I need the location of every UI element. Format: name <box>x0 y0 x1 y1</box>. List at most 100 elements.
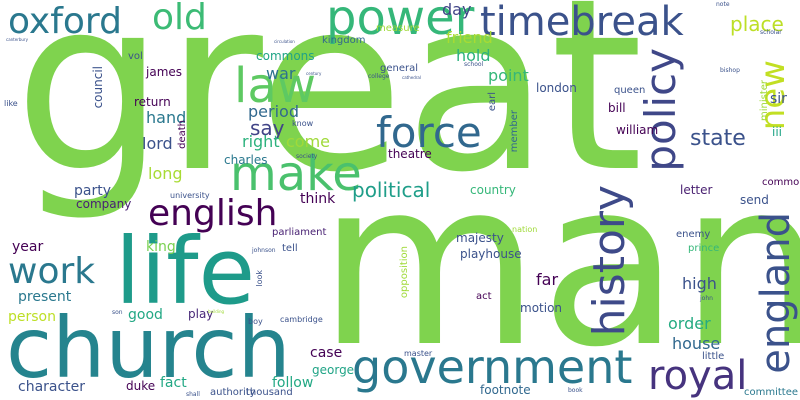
word-playhouse: playhouse <box>460 247 522 261</box>
word-sir: sir <box>770 91 787 107</box>
word-england: england <box>753 212 799 374</box>
word-hold: hold <box>456 46 491 65</box>
word-party: party <box>74 183 111 199</box>
word-little: little <box>702 351 725 362</box>
word-year: year <box>12 239 44 255</box>
word-act: act <box>476 291 492 302</box>
word-place: place <box>730 12 784 36</box>
word-person: person <box>8 309 56 325</box>
word-far: far <box>536 270 559 289</box>
word-king: king <box>146 239 176 255</box>
word-cambridge: cambridge <box>280 315 323 324</box>
word-law: law <box>234 58 317 114</box>
word-friend: friend <box>446 28 493 47</box>
word-nation: nation <box>512 225 538 234</box>
word-death: death <box>177 120 188 149</box>
word-theatre: theatre <box>388 147 432 161</box>
word-hand: hand <box>146 108 187 127</box>
word-scholar: scholar <box>760 29 782 36</box>
word-political: political <box>352 178 431 202</box>
word-great: great <box>14 0 644 225</box>
word-like: like <box>4 99 18 108</box>
word-history: history <box>584 185 635 337</box>
word-day: day <box>442 0 472 19</box>
word-circulation: circulation <box>274 39 295 44</box>
word-timebreak: timebreak <box>480 0 684 45</box>
word-bishop: bishop <box>720 67 740 74</box>
word-george: george <box>312 363 355 377</box>
word-century: century <box>306 71 322 76</box>
word-london: london <box>536 81 577 95</box>
word-state: state <box>690 126 746 151</box>
word-period: period <box>248 102 299 121</box>
word-man: man <box>318 131 800 397</box>
word-vol: vol <box>128 51 143 62</box>
word-son: son <box>112 309 123 316</box>
word-present: present <box>18 289 72 305</box>
word-company: company <box>76 197 132 211</box>
word-school: school <box>464 61 484 68</box>
word-thousand: thousand <box>246 387 293 398</box>
word-point: point <box>488 66 529 85</box>
word-william: william <box>616 123 659 137</box>
word-order: order <box>668 314 711 333</box>
word-think: think <box>300 191 336 207</box>
word-policy: policy <box>636 48 685 172</box>
word-prince: prince <box>688 243 720 254</box>
word-follow: follow <box>272 375 314 391</box>
word-common: common <box>762 177 800 188</box>
word-measure: measure <box>376 23 420 34</box>
word-canterbury: canterbury <box>6 37 28 42</box>
word-oxford: oxford <box>8 1 122 42</box>
word-opposition: opposition <box>399 246 410 299</box>
word-building: building <box>208 309 225 314</box>
word-fact: fact <box>160 375 187 391</box>
word-royal: royal <box>648 353 748 399</box>
word-committee: committee <box>744 387 799 398</box>
word-old: old <box>152 0 207 38</box>
word-look: look <box>255 270 264 287</box>
word-long: long <box>148 164 183 183</box>
word-commons: commons <box>256 49 315 63</box>
word-queen: queen <box>614 85 646 96</box>
word-church: church <box>6 299 291 397</box>
word-life: life <box>115 218 256 325</box>
word-work: work <box>8 251 96 292</box>
word-majesty: majesty <box>456 231 504 245</box>
word-power: power <box>326 0 475 46</box>
word-note: note <box>716 1 730 8</box>
word-book: book <box>568 387 583 394</box>
word-master: master <box>404 349 433 358</box>
word-authority: authority <box>210 387 256 398</box>
word-force: force <box>376 108 482 157</box>
word-lord: lord <box>142 134 173 153</box>
word-council: council <box>91 66 105 109</box>
word-charles: charles <box>224 153 268 167</box>
word-kingdom: kingdom <box>322 35 366 46</box>
word-country: country <box>470 183 516 197</box>
word-boy: boy <box>248 317 263 326</box>
word-send: send <box>740 193 769 207</box>
word-member: member <box>509 110 520 153</box>
word-return: return <box>134 95 171 109</box>
word-parliament: parliament <box>272 227 327 238</box>
word-know: know <box>292 119 314 128</box>
word-james: james <box>146 65 183 79</box>
word-war: war <box>266 64 296 83</box>
word-iii: iii <box>772 125 783 139</box>
word-tell: tell <box>282 243 298 254</box>
word-government: government <box>352 340 633 394</box>
word-university: university <box>170 191 210 200</box>
word-right: right <box>242 132 280 151</box>
word-english: english <box>148 193 278 234</box>
word-good: good <box>128 307 163 323</box>
word-character: character <box>18 379 86 395</box>
word-house: house <box>672 334 721 353</box>
word-play: play <box>188 307 214 321</box>
word-bill: bill <box>608 101 626 115</box>
word-john: john <box>700 295 713 302</box>
word-enemy: enemy <box>676 229 711 240</box>
word-shall: shall <box>186 391 200 398</box>
word-case: case <box>310 345 343 361</box>
